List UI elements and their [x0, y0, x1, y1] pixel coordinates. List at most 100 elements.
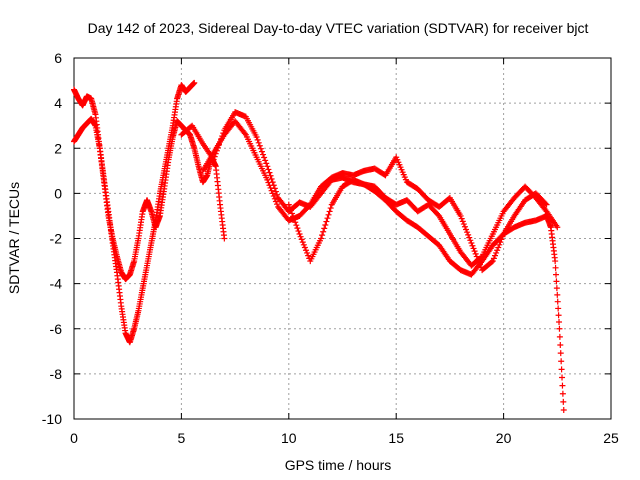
data-point — [467, 237, 474, 244]
data-point — [556, 318, 563, 325]
data-point — [260, 151, 267, 158]
x-axis-label: GPS time / hours — [285, 457, 392, 473]
data-point — [253, 133, 260, 140]
data-point — [559, 390, 566, 397]
data-point — [472, 250, 479, 257]
data-point — [559, 374, 566, 381]
data-point — [295, 228, 302, 235]
data-point — [558, 366, 565, 373]
data-point — [268, 175, 275, 182]
data-point — [290, 213, 297, 220]
data-point — [560, 406, 567, 413]
data-point — [291, 216, 298, 223]
data-point — [327, 205, 334, 212]
data-point — [305, 252, 312, 259]
data-point — [495, 244, 502, 251]
data-point — [465, 231, 472, 238]
data-point — [325, 211, 332, 218]
y-tick-label: -6 — [50, 321, 63, 337]
y-axis-label: SDTVAR / TECUs — [6, 182, 22, 294]
series-satellite-track-3 — [178, 109, 561, 269]
data-point — [289, 210, 296, 217]
data-point — [324, 215, 331, 222]
data-point — [300, 241, 307, 248]
data-point — [554, 291, 561, 298]
data-point — [256, 142, 263, 149]
data-point — [557, 350, 564, 357]
data-point — [470, 245, 477, 252]
data-point — [559, 382, 566, 389]
y-tick-label: -2 — [50, 231, 63, 247]
data-point — [293, 222, 300, 229]
y-tick-labels: -10 -8 -6 -4 -2 0 2 4 6 — [42, 50, 62, 427]
data-point — [285, 201, 292, 208]
data-point — [320, 228, 327, 235]
data-point — [269, 190, 276, 197]
data-point — [490, 255, 497, 262]
data-point — [469, 242, 476, 249]
y-tick-label: 6 — [54, 50, 62, 66]
data-point — [473, 253, 480, 260]
data-point — [543, 201, 550, 208]
x-tick-label: 15 — [388, 430, 404, 446]
data-point — [474, 256, 481, 263]
data-point — [302, 247, 309, 254]
data-point — [301, 244, 308, 251]
data-point — [556, 325, 563, 332]
data-point — [466, 234, 473, 241]
data-point — [267, 184, 274, 191]
data-point — [471, 248, 478, 255]
data-point — [273, 201, 280, 208]
data-point — [552, 258, 559, 265]
data-point — [493, 249, 500, 256]
data-point — [263, 160, 270, 167]
data-point — [326, 208, 333, 215]
data-point — [261, 154, 268, 161]
data-point — [464, 229, 471, 236]
data-point — [560, 398, 567, 405]
data-point — [553, 271, 560, 278]
data-point — [461, 223, 468, 230]
data-point — [457, 212, 464, 219]
y-tick-label: -10 — [42, 411, 62, 427]
data-point — [555, 312, 562, 319]
x-tick-label: 10 — [281, 430, 297, 446]
data-point — [459, 218, 466, 225]
data-point — [272, 198, 279, 205]
y-tick-label: -4 — [50, 276, 63, 292]
data-point — [287, 207, 294, 214]
data-point — [241, 130, 248, 137]
data-point — [542, 200, 549, 207]
data-point — [554, 298, 561, 305]
data-point — [468, 240, 475, 247]
data-point — [264, 163, 271, 170]
data-point — [254, 136, 261, 143]
data-point — [265, 179, 272, 186]
x-tick-labels: 0 5 10 15 20 25 — [70, 430, 619, 446]
data-point — [463, 226, 470, 233]
data-point — [266, 169, 273, 176]
data-point — [299, 239, 306, 246]
x-tick-label: 25 — [603, 430, 619, 446]
data-point — [272, 188, 279, 195]
data-point — [322, 221, 329, 228]
data-point — [556, 333, 563, 340]
chart-title: Day 142 of 2023, Sidereal Day-to-day VTE… — [88, 20, 589, 36]
data-point — [267, 172, 274, 179]
data-point — [286, 204, 293, 211]
x-tick-label: 20 — [496, 430, 512, 446]
data-point — [273, 191, 280, 198]
y-tick-label: 2 — [54, 140, 62, 156]
data-point — [321, 225, 328, 232]
data-point — [297, 233, 304, 240]
x-tick-label: 5 — [178, 430, 186, 446]
data-point — [494, 247, 501, 254]
x-tick-label: 0 — [70, 430, 78, 446]
data-point — [557, 341, 564, 348]
data-point — [270, 193, 277, 200]
series-satellite-track-4 — [199, 118, 550, 274]
data-point — [304, 249, 311, 256]
data-point — [264, 176, 271, 183]
data-point — [262, 157, 269, 164]
data-point — [221, 235, 228, 242]
